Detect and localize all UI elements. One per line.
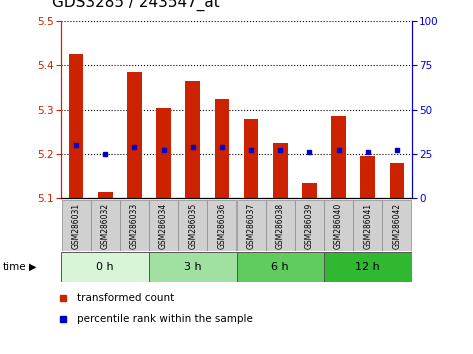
Bar (390, 163, 404, 198)
Text: 6 h: 6 h (272, 262, 289, 272)
Bar (236, 252, 324, 282)
Bar (69, 55, 83, 198)
Bar (273, 143, 288, 198)
Text: time: time (2, 262, 26, 272)
Text: GDS3285 / 243547_at: GDS3285 / 243547_at (52, 0, 220, 11)
Text: transformed count: transformed count (77, 292, 175, 303)
Bar (244, 119, 258, 198)
Bar (185, 81, 200, 198)
Bar (149, 200, 178, 251)
Text: GSM286031: GSM286031 (71, 202, 80, 249)
Bar (156, 108, 171, 198)
Bar (61, 252, 149, 282)
Text: GSM286032: GSM286032 (101, 202, 110, 249)
Text: 12 h: 12 h (355, 262, 380, 272)
Text: GSM286039: GSM286039 (305, 202, 314, 249)
Bar (331, 116, 346, 198)
Bar (236, 200, 265, 251)
Bar (208, 200, 236, 251)
Text: GSM286035: GSM286035 (188, 202, 197, 249)
Text: GSM286033: GSM286033 (130, 202, 139, 249)
Text: GSM286038: GSM286038 (276, 202, 285, 249)
Text: GSM286040: GSM286040 (334, 202, 343, 249)
Bar (324, 252, 412, 282)
Text: GSM286042: GSM286042 (393, 202, 402, 249)
Text: GSM286037: GSM286037 (246, 202, 255, 249)
Bar (127, 72, 142, 198)
Text: percentile rank within the sample: percentile rank within the sample (77, 314, 253, 324)
Bar (120, 200, 149, 251)
Bar (61, 200, 90, 251)
Text: 3 h: 3 h (184, 262, 201, 272)
Bar (353, 200, 382, 251)
Bar (266, 200, 295, 251)
Bar (360, 156, 375, 198)
Text: ▶: ▶ (29, 262, 37, 272)
Bar (324, 200, 353, 251)
Text: GSM286036: GSM286036 (218, 202, 227, 249)
Bar (178, 200, 207, 251)
Text: 0 h: 0 h (96, 262, 114, 272)
Bar (91, 200, 120, 251)
Bar (98, 192, 113, 198)
Bar (215, 99, 229, 198)
Bar (302, 183, 317, 198)
Bar (383, 200, 412, 251)
Text: GSM286041: GSM286041 (363, 202, 372, 249)
Bar (149, 252, 236, 282)
Text: GSM286034: GSM286034 (159, 202, 168, 249)
Bar (295, 200, 324, 251)
